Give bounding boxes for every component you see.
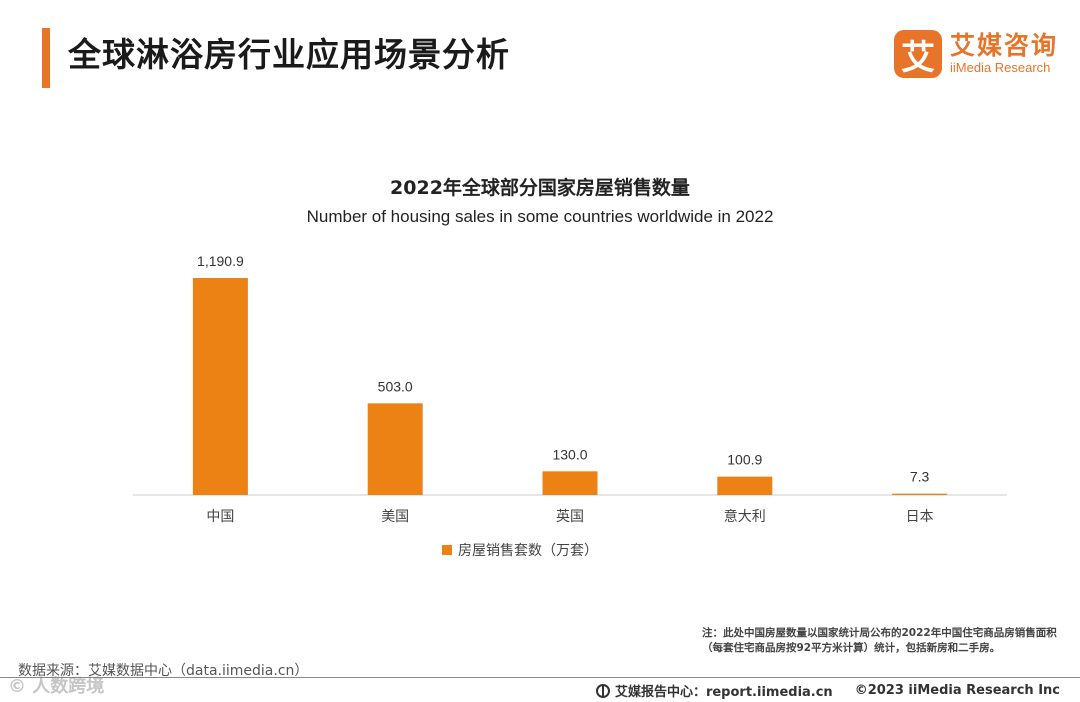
data-label-3: 100.9 — [727, 452, 762, 468]
title-accent-bar — [42, 28, 50, 88]
data-source: 数据来源：艾媒数据中心（data.iimedia.cn） — [18, 663, 309, 679]
category-label-3: 意大利 — [724, 508, 766, 525]
data-label-2: 130.0 — [552, 446, 587, 462]
chart-legend: 房屋销售套数（万套） — [0, 540, 1080, 560]
legend-swatch — [442, 545, 452, 555]
globe-icon — [595, 683, 610, 698]
bar-chart: 1,190.9 中国 503.0 美国 130.0 英国 100.9 意大利 7.3 日本 — [133, 253, 1007, 525]
footer-report-center[interactable]: 艾媒报告中心：report.iimedia.cn — [614, 685, 833, 700]
chart-title: 2022年全球部分国家房屋销售数量 — [390, 177, 690, 199]
legend-label: 房屋销售套数（万套） — [458, 543, 598, 559]
footer: 艾媒报告中心：report.iimedia.cn ©2023 iiMedia R… — [595, 681, 1060, 700]
bar-0 — [192, 278, 248, 495]
logo-en-text: iiMedia Research — [949, 60, 1051, 75]
footer-copyright: ©2023 iiMedia Research Inc — [854, 683, 1060, 698]
bar-3 — [717, 476, 773, 495]
chart-note: 注：此处中国房屋数量以国家统计局公布的2022年中国住宅商品房销售面积（每套住宅… — [702, 627, 1057, 654]
logo-cn-text: 艾媒咨询 — [949, 31, 1058, 60]
logo-mark-icon: 艾 — [893, 30, 942, 78]
data-label-0: 1,190.9 — [197, 253, 244, 269]
bar-1 — [367, 403, 423, 495]
watermark: © 人数跨境 — [8, 676, 105, 697]
data-label-1: 503.0 — [378, 378, 413, 394]
bar-2 — [542, 471, 598, 495]
iimedia-logo: 艾 艾媒咨询 iiMedia Research — [893, 30, 1058, 78]
page-title: 全球淋浴房行业应用场景分析 — [68, 35, 510, 74]
footer-divider — [0, 677, 1080, 678]
category-label-4: 日本 — [906, 509, 934, 525]
data-label-4: 7.3 — [910, 469, 930, 485]
chart-subtitle: Number of housing sales in some countrie… — [306, 207, 774, 226]
category-label-0: 中国 — [206, 509, 234, 525]
bar-4 — [892, 493, 948, 495]
category-label-1: 美国 — [381, 509, 409, 525]
category-label-2: 英国 — [556, 508, 584, 525]
